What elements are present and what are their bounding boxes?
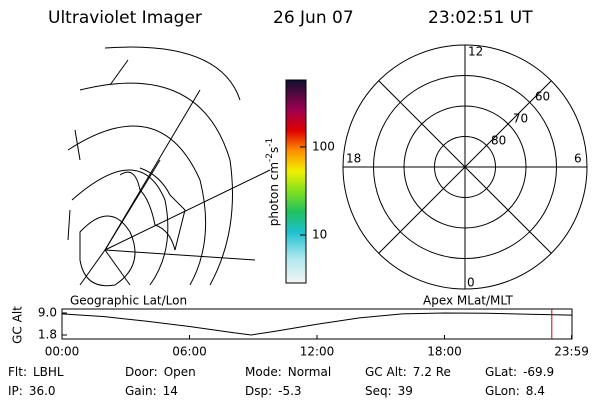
field-value: 36.0 xyxy=(29,384,56,398)
y-tick-label: 9.0 xyxy=(38,306,57,320)
status-field: IP: 36.0 xyxy=(8,384,56,398)
colorbar-label: photon cm-2s-1 xyxy=(265,138,281,227)
status-field: GLat: -69.9 xyxy=(485,365,554,379)
mlt-label: 12 xyxy=(468,45,483,59)
field-label: GC Alt: xyxy=(365,365,407,379)
field-value: 8.4 xyxy=(526,384,545,398)
field-label: IP: xyxy=(8,384,23,398)
polar-plot: 60 70 80 12 0 18 6 xyxy=(342,44,588,290)
field-value: -5.3 xyxy=(278,384,301,398)
x-tick-label: 12:00 xyxy=(300,345,335,359)
status-field: Mode: Normal xyxy=(245,365,331,379)
date: 26 Jun 07 xyxy=(273,8,354,28)
geo-map xyxy=(67,46,271,287)
field-value: 39 xyxy=(398,384,413,398)
field-value: 14 xyxy=(163,384,178,398)
status-field: Flt: LBHL xyxy=(8,365,64,379)
mlt-label: 6 xyxy=(574,152,582,166)
status-field: Dsp: -5.3 xyxy=(245,384,302,398)
tick-label: 100 xyxy=(312,139,335,153)
x-tick-label: 23:59 xyxy=(554,345,589,359)
altitude-plot: 1.8 9.0 00:00 06:00 12:00 18:00 23:59 xyxy=(38,306,589,359)
lat-label: 80 xyxy=(491,134,506,148)
field-label: Gain: xyxy=(125,384,157,398)
field-label: Mode: xyxy=(245,365,282,379)
field-value: 7.2 Re xyxy=(413,365,451,379)
mlt-label: 0 xyxy=(467,276,475,290)
map-label: Geographic Lat/Lon xyxy=(70,294,187,308)
colorbar xyxy=(285,79,307,284)
time: 23:02:51 UT xyxy=(428,8,533,28)
axis xyxy=(378,80,552,254)
x-tick-label: 00:00 xyxy=(45,345,80,359)
y-axis-label: GC Alt xyxy=(11,306,25,344)
status-field: Gain: 14 xyxy=(125,384,178,398)
status-field: Door: Open xyxy=(125,365,196,379)
x-tick-label: 18:00 xyxy=(427,345,462,359)
lat-ring xyxy=(403,105,527,229)
lat-ring xyxy=(373,75,557,259)
map-label: Apex MLat/MLT xyxy=(423,294,513,308)
lat-label: 70 xyxy=(513,112,528,126)
field-label: GLat: xyxy=(485,365,517,379)
status-field: GC Alt: 7.2 Re xyxy=(365,365,451,379)
title: Ultraviolet Imager xyxy=(48,8,202,28)
status-field: Seq: 39 xyxy=(365,384,413,398)
lat-label: 60 xyxy=(535,90,550,104)
field-label: Dsp: xyxy=(245,384,272,398)
field-label: Seq: xyxy=(365,384,392,398)
y-tick-label: 1.8 xyxy=(38,328,57,342)
field-label: Door: xyxy=(125,365,158,379)
field-value: Open xyxy=(164,365,196,379)
altitude-line xyxy=(61,312,573,336)
lat-ring xyxy=(434,136,496,198)
mlt-label: 18 xyxy=(346,152,361,166)
footer: Flt: LBHL Door: Open Mode: Normal GC Alt: 7.2 R… xyxy=(8,365,554,398)
colorbar-axis: 10 100 xyxy=(300,139,335,241)
field-label: GLon: xyxy=(485,384,520,398)
field-value: Normal xyxy=(288,365,331,379)
tick-label: 10 xyxy=(312,227,327,241)
field-value: LBHL xyxy=(33,365,64,379)
field-value: -69.9 xyxy=(523,365,554,379)
status-field: GLon: 8.4 xyxy=(485,384,545,398)
field-label: Flt: xyxy=(8,365,27,379)
x-tick-label: 06:00 xyxy=(172,345,207,359)
